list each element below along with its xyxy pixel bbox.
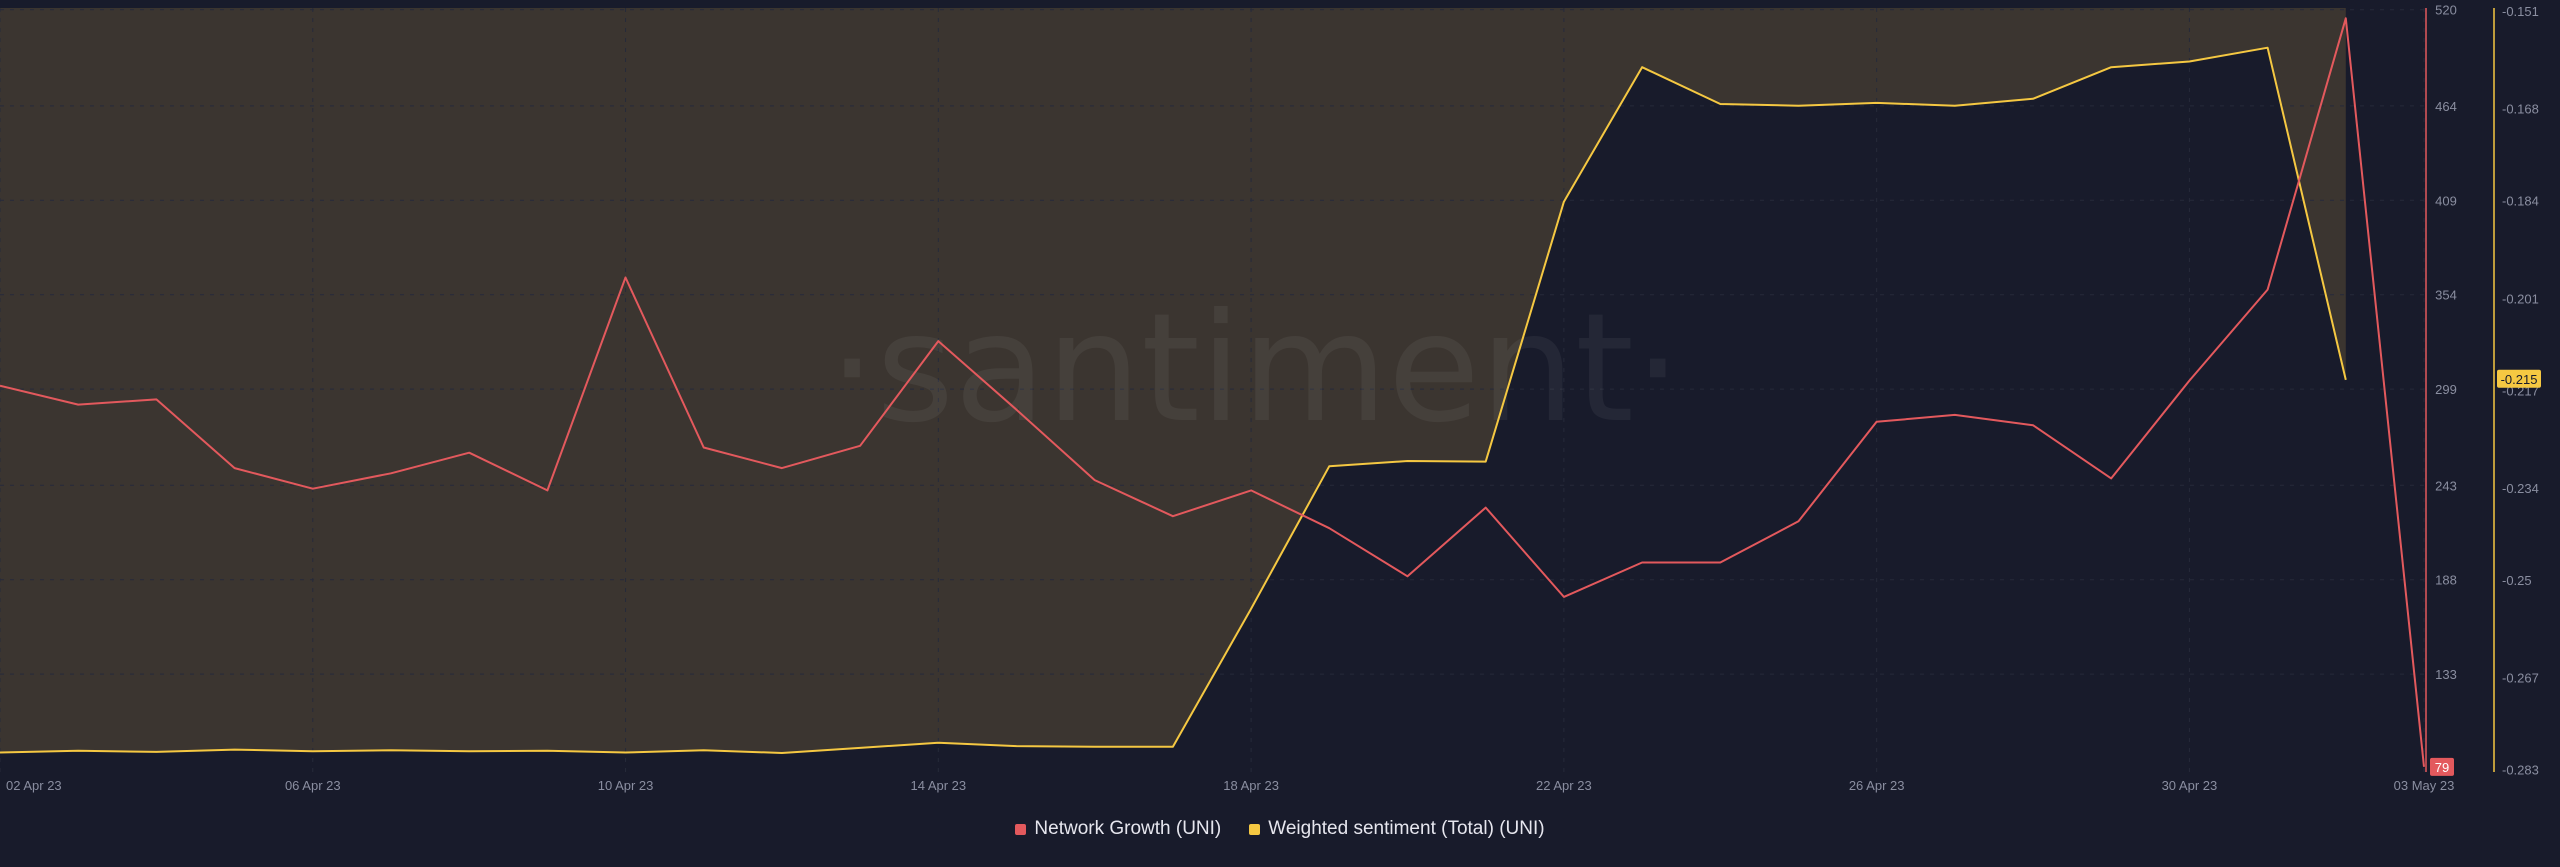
x-axis-tick-5: 22 Apr 23 xyxy=(1536,778,1592,793)
network-growth-axis-tick-6: 188 xyxy=(2435,573,2457,588)
x-axis-tick-2: 10 Apr 23 xyxy=(598,778,654,793)
legend-item-network-growth[interactable]: Network Growth (UNI) xyxy=(1015,818,1221,840)
legend-label-weighted-sentiment: Weighted sentiment (Total) (UNI) xyxy=(1268,818,1545,839)
network-growth-current-value: 79 xyxy=(2435,760,2449,775)
sentiment-axis-tick-8: -0.283 xyxy=(2502,763,2539,778)
santiment-watermark: ·santiment· xyxy=(828,282,1681,456)
x-axis-tick-1: 06 Apr 23 xyxy=(285,778,341,793)
x-axis-tick-0: 02 Apr 23 xyxy=(6,778,62,793)
sentiment-positive-area xyxy=(0,8,2346,753)
x-axis-tick-6: 26 Apr 23 xyxy=(1849,778,1905,793)
sentiment-current-badge xyxy=(2497,369,2541,388)
gridlines xyxy=(0,8,2425,772)
network-growth-axis-tick-4: 299 xyxy=(2435,382,2457,397)
network-growth-current-badge xyxy=(2430,757,2454,776)
sentiment-axis-tick-0: -0.151 xyxy=(2502,4,2539,19)
sentiment-area-fill xyxy=(0,8,2346,753)
sentiment-axis-tick-1: -0.168 xyxy=(2502,102,2539,117)
network-growth-axis-tick-7: 133 xyxy=(2435,667,2457,682)
series-line-weighted-sentiment xyxy=(0,46,2347,754)
x-axis-tick-3: 14 Apr 23 xyxy=(910,778,966,793)
sentiment-axis-tick-2: -0.184 xyxy=(2502,194,2539,209)
legend-swatch-network-growth xyxy=(1015,823,1027,835)
network-growth-axis-tick-0: 520 xyxy=(2435,3,2457,18)
sentiment-current-value: -0.215 xyxy=(2501,372,2538,387)
network-growth-axis-tick-2: 409 xyxy=(2435,193,2457,208)
legend-label-network-growth: Network Growth (UNI) xyxy=(1034,818,1222,839)
legend-swatch-weighted-sentiment xyxy=(1249,823,1261,835)
network-growth-axis-tick-5: 243 xyxy=(2435,478,2457,493)
series-lines xyxy=(0,17,2425,767)
chart-legend: Network Growth (UNI) Weighted sentiment … xyxy=(0,818,2560,840)
axes: 520 464 409 354 299 243 188 133 -0.151 -0.168 -0.1… xyxy=(6,3,2541,793)
sentiment-axis-tick-3: -0.201 xyxy=(2502,291,2539,306)
network-growth-axis-tick-3: 354 xyxy=(2435,288,2457,303)
x-axis-tick-8: 03 May 23 xyxy=(2394,778,2455,793)
sentiment-axis-tick-7: -0.267 xyxy=(2502,671,2539,686)
x-axis-tick-7: 30 Apr 23 xyxy=(2162,778,2218,793)
sentiment-axis-tick-6: -0.25 xyxy=(2502,573,2532,588)
series-line-network-growth xyxy=(0,17,2425,767)
legend-item-weighted-sentiment[interactable]: Weighted sentiment (Total) (UNI) xyxy=(1249,818,1545,840)
sentiment-axis-tick-5: -0.234 xyxy=(2502,481,2539,496)
network-growth-axis-tick-1: 464 xyxy=(2435,99,2457,114)
x-axis-tick-4: 18 Apr 23 xyxy=(1223,778,1279,793)
